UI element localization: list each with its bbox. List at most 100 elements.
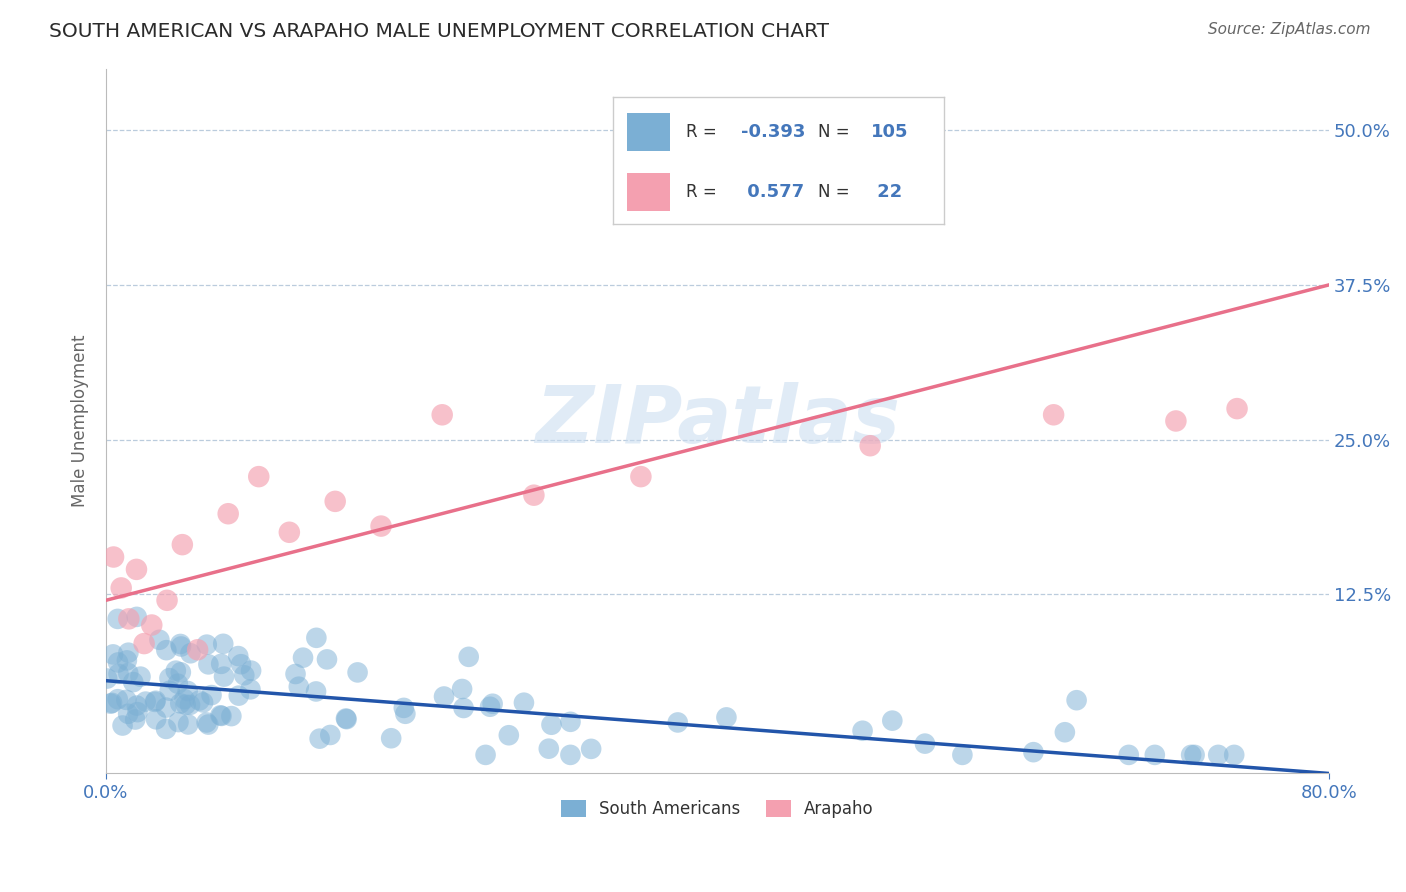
- Point: [211, 709, 233, 723]
- Point: [716, 710, 738, 724]
- Point: [107, 666, 129, 681]
- Point: [188, 693, 211, 707]
- Point: [148, 632, 170, 647]
- Point: [560, 747, 582, 762]
- Point: [100, 697, 122, 711]
- Point: [107, 692, 129, 706]
- Point: [1226, 401, 1249, 416]
- Point: [170, 640, 193, 654]
- Point: [173, 692, 195, 706]
- Point: [209, 657, 232, 671]
- Point: [107, 656, 129, 670]
- Point: [233, 668, 256, 682]
- Point: [212, 637, 235, 651]
- Point: [292, 650, 315, 665]
- Point: [115, 693, 138, 707]
- Point: [110, 581, 132, 595]
- Point: [209, 708, 232, 723]
- Point: [200, 688, 222, 702]
- Point: [914, 737, 936, 751]
- Point: [143, 695, 166, 709]
- Point: [129, 670, 152, 684]
- Point: [523, 488, 546, 502]
- Point: [229, 657, 252, 672]
- Point: [169, 697, 191, 711]
- Point: [278, 525, 301, 540]
- Point: [316, 652, 339, 666]
- Point: [451, 681, 474, 696]
- Point: [145, 712, 167, 726]
- Point: [1143, 747, 1166, 762]
- Point: [247, 469, 270, 483]
- Point: [305, 684, 328, 698]
- Point: [675, 148, 697, 162]
- Point: [540, 718, 562, 732]
- Text: SOUTH AMERICAN VS ARAPAHO MALE UNEMPLOYMENT CORRELATION CHART: SOUTH AMERICAN VS ARAPAHO MALE UNEMPLOYM…: [49, 22, 830, 41]
- Point: [1184, 747, 1206, 762]
- Point: [125, 562, 148, 576]
- Point: [141, 618, 163, 632]
- Point: [169, 637, 191, 651]
- Point: [240, 664, 263, 678]
- Point: [125, 610, 148, 624]
- Point: [212, 670, 235, 684]
- Point: [239, 682, 262, 697]
- Point: [167, 677, 190, 691]
- Point: [308, 731, 330, 746]
- Point: [498, 728, 520, 742]
- Point: [432, 408, 454, 422]
- Point: [392, 701, 415, 715]
- Point: [191, 696, 214, 710]
- Point: [135, 695, 157, 709]
- Point: [474, 747, 496, 762]
- Point: [579, 742, 602, 756]
- Point: [1022, 745, 1045, 759]
- Point: [228, 689, 250, 703]
- Point: [125, 698, 148, 713]
- Point: [127, 705, 149, 719]
- Point: [101, 648, 124, 662]
- Point: [101, 696, 124, 710]
- Point: [115, 653, 138, 667]
- Point: [380, 731, 402, 746]
- Point: [370, 519, 392, 533]
- Legend: South Americans, Arapaho: South Americans, Arapaho: [554, 794, 880, 825]
- Point: [145, 694, 167, 708]
- Point: [197, 657, 219, 672]
- Point: [1066, 693, 1088, 707]
- Point: [111, 718, 134, 732]
- Point: [226, 649, 249, 664]
- Point: [117, 646, 139, 660]
- Y-axis label: Male Unemployment: Male Unemployment: [72, 334, 89, 508]
- Point: [155, 722, 177, 736]
- Point: [1206, 747, 1229, 762]
- Point: [1053, 725, 1076, 739]
- Point: [950, 747, 973, 762]
- Point: [479, 699, 502, 714]
- Point: [851, 723, 873, 738]
- Point: [172, 538, 194, 552]
- Point: [170, 665, 193, 680]
- Point: [882, 714, 904, 728]
- Point: [666, 715, 689, 730]
- Point: [1118, 747, 1140, 762]
- Point: [288, 680, 311, 694]
- Point: [179, 646, 201, 660]
- Point: [118, 612, 141, 626]
- Point: [1164, 414, 1187, 428]
- Point: [96, 672, 118, 686]
- Point: [155, 643, 177, 657]
- Point: [323, 494, 346, 508]
- Point: [107, 612, 129, 626]
- Point: [1223, 747, 1246, 762]
- Point: [117, 666, 139, 681]
- Point: [165, 664, 187, 678]
- Point: [630, 469, 652, 483]
- Point: [457, 649, 479, 664]
- Point: [155, 700, 177, 714]
- Point: [176, 684, 198, 698]
- Point: [103, 549, 125, 564]
- Point: [513, 696, 536, 710]
- Point: [174, 698, 197, 712]
- Point: [134, 637, 156, 651]
